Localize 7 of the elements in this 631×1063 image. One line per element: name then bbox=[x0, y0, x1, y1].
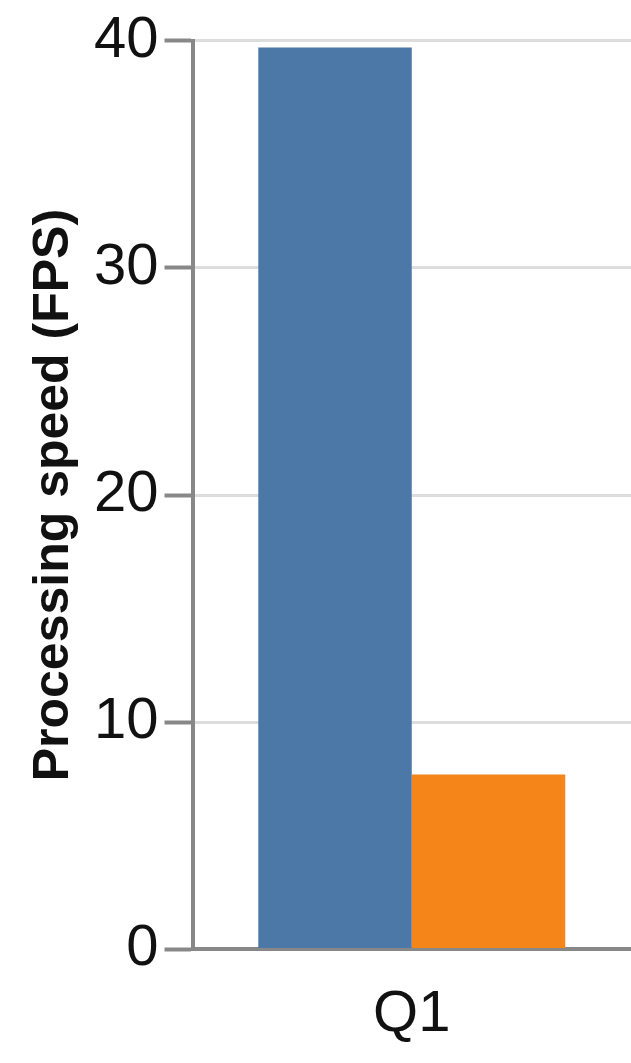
y-tick-label: 10 bbox=[94, 685, 159, 751]
x-tick-label: Q1 bbox=[373, 978, 451, 1044]
y-tick-label: 20 bbox=[94, 458, 159, 524]
y-tick-label: 30 bbox=[94, 230, 159, 296]
y-tick-label: 0 bbox=[126, 912, 159, 978]
y-tick-label: 40 bbox=[94, 3, 159, 69]
y-axis-title: Processing speed (FPS) bbox=[22, 208, 79, 782]
